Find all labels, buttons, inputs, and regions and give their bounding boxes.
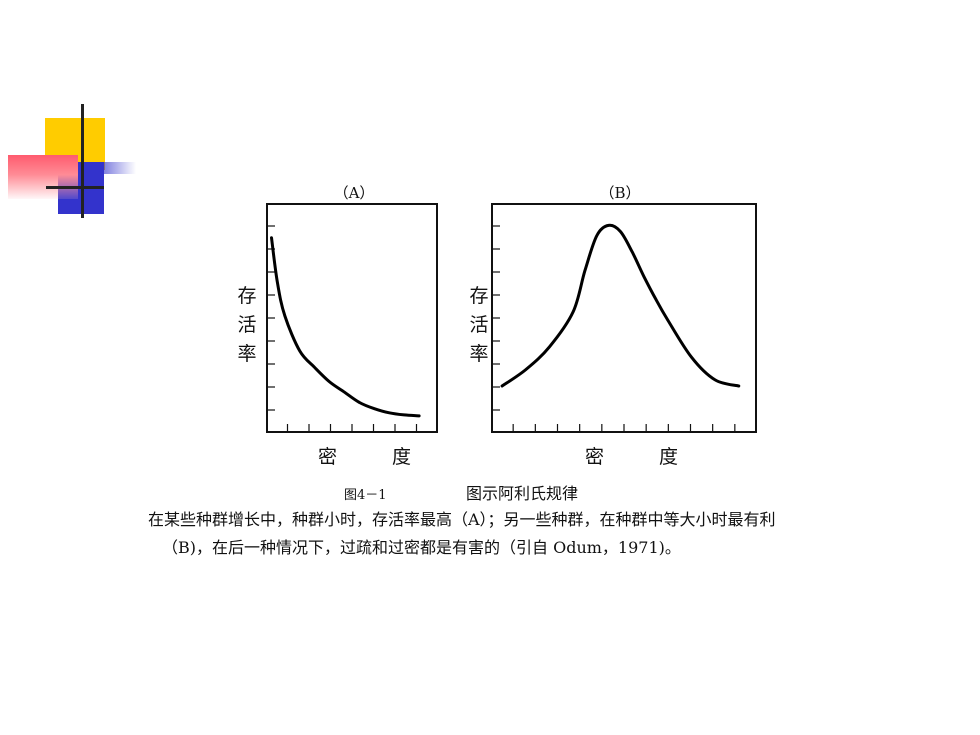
chart-a-ylabel-char-1: 存 [237,285,257,307]
chart-a-ylabel: 存 活 率 [236,282,258,369]
deco-red-square [8,155,78,199]
decorative-squares [0,0,140,230]
chart-b-ylabel-char-1: 存 [469,285,489,307]
chart-b-ylabel: 存 活 率 [468,282,490,369]
chart-b-xlabel: 密 度 [585,446,697,468]
chart-a-frame [266,203,438,433]
deco-horizontal-line [46,186,104,189]
chart-a-survival-curve [270,236,421,418]
chart-b-ylabel-char-2: 活 [469,314,489,336]
chart-b-survival-curve [500,223,741,388]
caption-line-1: 在某些种群增长中，种群小时，存活率最高（A）；另一些种群，在种群中等大小时最有利 [148,510,776,529]
caption-line-2: （B)，在后一种情况下，过疏和过密都是有害的（引自 Odum，1971)。 [162,538,681,557]
figure-title: 图示阿利氏规律 [466,484,579,503]
chart-a-title: （A） [333,184,375,202]
chart-a-ylabel-char-2: 活 [237,314,257,336]
figure-number: 图4－1 [344,488,387,503]
deco-blue-bar [84,162,136,174]
chart-b-title: （B） [599,184,641,202]
chart-b-ylabel-char-3: 率 [469,343,489,365]
deco-vertical-line [81,104,84,218]
chart-a-xlabel: 密 度 [318,446,430,468]
chart-a-ylabel-char-3: 率 [237,343,257,365]
chart-b-frame [491,203,757,433]
figure-caption: 在某些种群增长中，种群小时，存活率最高（A）；另一些种群，在种群中等大小时最有利… [148,506,848,562]
